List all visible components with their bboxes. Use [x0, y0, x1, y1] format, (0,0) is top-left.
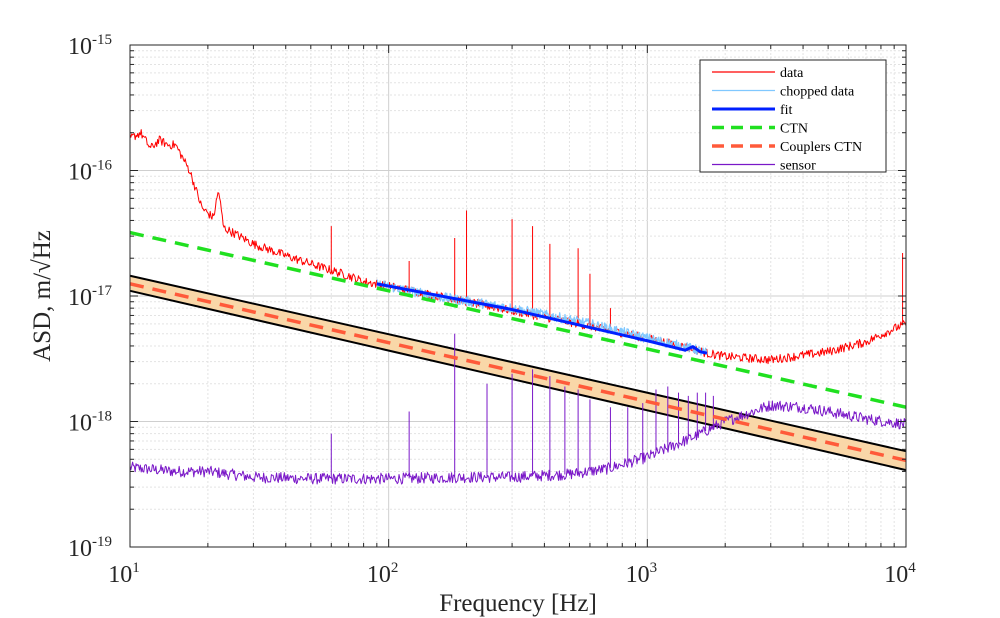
y-tick-label: 10-18: [68, 409, 112, 437]
x-tick-label: 101: [108, 560, 140, 588]
legend: data chopped data fit CTN Couplers CTN sensor: [699, 59, 887, 174]
x-tick-label: 104: [884, 560, 916, 588]
y-tick-label: 10-16: [68, 158, 112, 186]
x-tick-label: 103: [626, 560, 658, 588]
band-lower-edge: [129, 289, 907, 472]
legend-label: CTN: [780, 122, 808, 137]
axes-ticks: [129, 45, 906, 548]
y-tick-label: 10-19: [68, 534, 112, 562]
legend-label: Couplers CTN: [780, 140, 862, 155]
legend-box: [699, 59, 887, 173]
series-fit: [376, 282, 708, 355]
series-layer: [129, 129, 907, 485]
band-upper-edge: [129, 274, 907, 453]
y-tick-label: 10-17: [68, 283, 112, 311]
x-axis-label: Frequency [Hz]: [439, 590, 597, 617]
y-axis-label: ASD, m/√Hz: [29, 230, 56, 362]
y-tick-label: 10-15: [68, 32, 112, 60]
legend-label: chopped data: [780, 85, 855, 100]
legend-label: data: [780, 66, 804, 81]
x-tick-label: 102: [367, 560, 399, 588]
tick-labels: 101 102 103 104 10-19 10-18 10-17 10-16 10-15: [68, 32, 916, 588]
series-couplers-ctn: [129, 282, 907, 463]
series-ctn: [129, 230, 907, 409]
series-data: [129, 129, 907, 365]
legend-label: fit: [780, 103, 793, 118]
legend-label: sensor: [780, 159, 816, 174]
